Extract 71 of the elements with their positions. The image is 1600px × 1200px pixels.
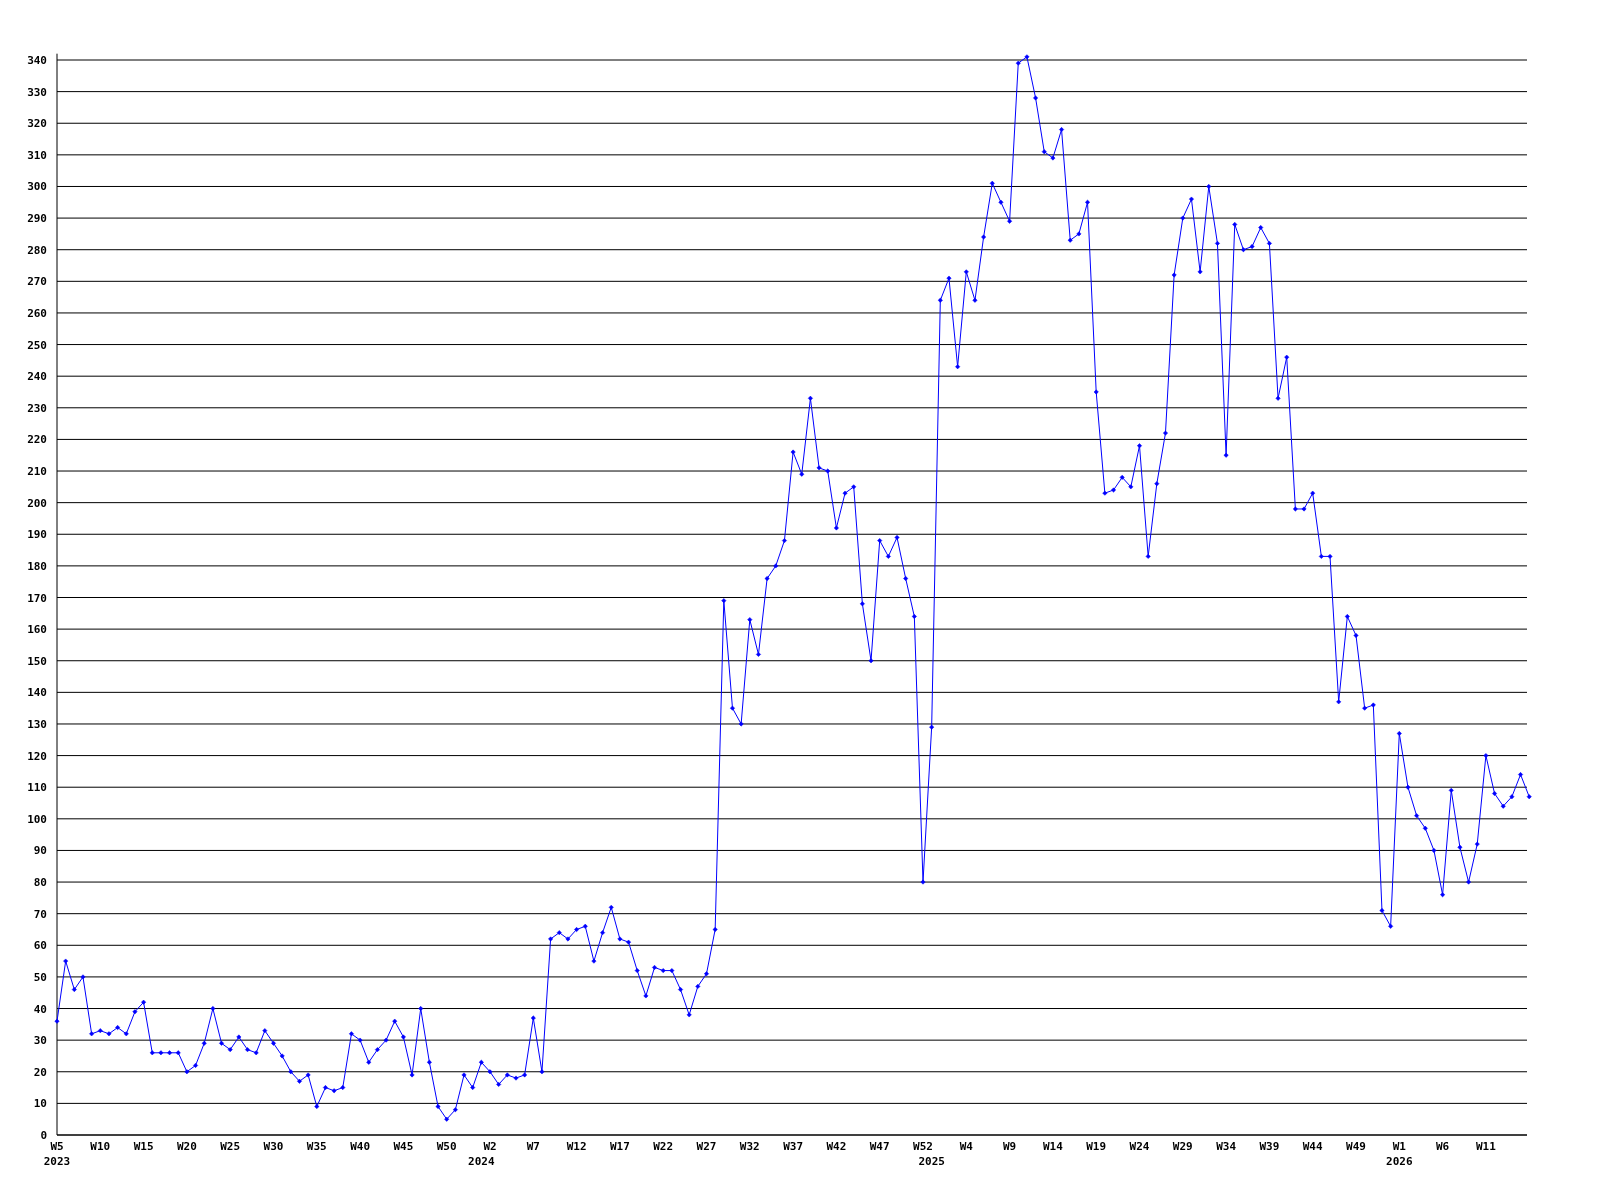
x-tick-label: W50 [436,1140,457,1153]
x-tick-label: W47 [869,1140,890,1153]
y-tick-label: 40 [33,1002,47,1016]
x-tick-label: W17 [609,1140,630,1153]
y-tick-label: 50 [33,970,47,984]
x-tick-label: W27 [696,1140,717,1153]
y-tick-label: 270 [27,275,47,289]
x-tick-label: W22 [653,1140,674,1153]
y-tick-label: 280 [27,243,47,257]
y-tick-label: 230 [27,401,47,415]
y-tick-label: 0 [40,1129,47,1142]
x-tick-label: W52 [913,1140,933,1153]
x-tick-label: W20 [176,1140,197,1153]
x-tick-label: W7 [526,1140,540,1153]
y-tick-label: 290 [27,212,47,226]
y-tick-label: 220 [27,433,47,447]
x-tick-label: W40 [350,1140,371,1153]
y-tick-label: 310 [27,148,47,162]
y-tick-label: 10 [33,1097,47,1111]
x-tick-label: W9 [1002,1140,1017,1153]
x-tick-label: W4 [959,1140,974,1153]
x-tick-label: W2 [483,1140,497,1153]
x-tick-label: W39 [1259,1140,1280,1153]
x-tick-label: W14 [1042,1140,1064,1153]
x-tick-label: W29 [1172,1140,1193,1153]
x-tick-label: W12 [566,1140,587,1153]
y-tick-label: 100 [27,812,47,826]
y-tick-label: 70 [33,907,47,921]
y-tick-label: 250 [27,338,47,352]
x-tick-label: W34 [1216,1140,1237,1153]
x-tick-label: W35 [306,1140,327,1153]
y-tick-label: 200 [27,496,47,510]
y-tick-label: 240 [27,370,47,384]
x-tick-label: W45 [393,1140,414,1153]
y-tick-label: 20 [33,1065,47,1079]
x-tick-label: W32 [739,1140,760,1153]
y-tick-label: 340 [27,54,47,67]
x-tick-label: W44 [1302,1140,1324,1153]
y-tick-label: 60 [33,939,47,953]
x-tick-label: W42 [826,1140,847,1153]
y-tick-label: 140 [27,686,47,700]
x-tick-label: W49 [1346,1140,1366,1153]
x-tick-label: 2025 [918,1155,945,1168]
x-tick-label: W11 [1475,1140,1497,1153]
x-tick-label: W37 [783,1140,804,1153]
y-tick-label: 210 [27,465,47,479]
y-tick-label: 180 [27,559,47,573]
x-tick-label: W1 2026 [1386,1140,1413,1168]
y-tick-label: 260 [27,306,47,320]
y-tick-label: 300 [27,180,47,194]
y-tick-label: 150 [27,654,47,668]
x-tick-label: W6 [1435,1140,1450,1153]
y-tick-label: 330 [27,85,47,99]
y-tick-label: 190 [27,528,47,542]
x-tick-label: W5 2023 [43,1140,71,1168]
y-tick-label: 80 [33,876,47,890]
y-tick-label: 130 [27,717,47,731]
y-tick-label: 170 [27,591,47,605]
y-tick-label: 110 [27,781,47,795]
x-tick-label: W25 [220,1140,241,1153]
x-tick-label: W30 [263,1140,284,1153]
y-tick-label: 120 [27,749,47,763]
x-tick-label: W19 [1086,1140,1107,1153]
x-tick-label: 2024 [468,1155,495,1168]
x-tick-label: W15 [133,1140,154,1153]
y-tick-label: 320 [27,117,47,131]
x-tick-label: W10 [90,1140,111,1153]
x-tick-label: W24 [1129,1140,1150,1153]
y-tick-label: 90 [33,844,47,858]
y-tick-label: 30 [33,1034,47,1048]
y-tick-label: 160 [27,623,47,637]
